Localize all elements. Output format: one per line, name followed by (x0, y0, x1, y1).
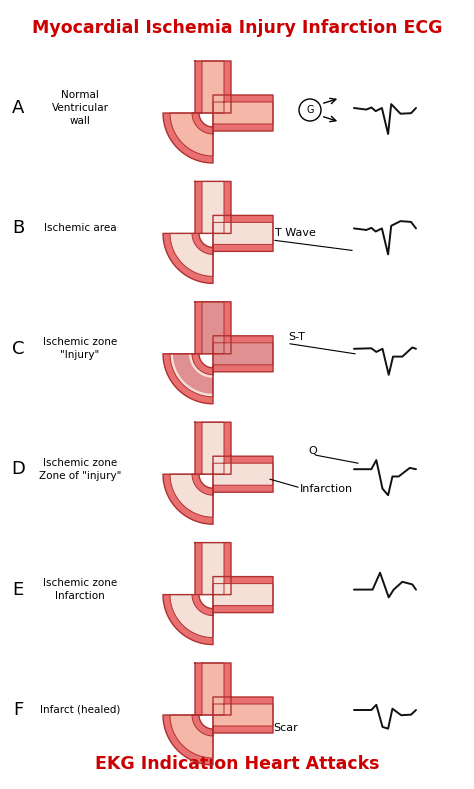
Text: B: B (12, 219, 24, 237)
Polygon shape (170, 302, 273, 397)
Text: Infarction: Infarction (300, 484, 353, 494)
Polygon shape (163, 543, 273, 645)
Text: Scar: Scar (273, 723, 298, 733)
Polygon shape (163, 302, 273, 404)
Text: D: D (11, 460, 25, 478)
Text: Q: Q (309, 447, 318, 456)
Polygon shape (170, 543, 273, 638)
Polygon shape (163, 181, 273, 283)
Text: Normal
Ventricular
wall: Normal Ventricular wall (52, 90, 109, 125)
Text: Ischemic zone
Infarction: Ischemic zone Infarction (43, 578, 117, 601)
Text: Ischemic zone
"Injury": Ischemic zone "Injury" (43, 338, 117, 361)
Text: C: C (12, 340, 24, 357)
Polygon shape (170, 302, 273, 397)
Polygon shape (170, 663, 273, 758)
Polygon shape (173, 302, 273, 394)
Text: Ischemic area: Ischemic area (44, 223, 116, 234)
Polygon shape (170, 422, 273, 518)
Text: T Wave: T Wave (275, 228, 316, 238)
Polygon shape (170, 181, 273, 276)
Polygon shape (170, 422, 273, 518)
Text: F: F (13, 701, 23, 719)
Text: Ischemic zone
Zone of "injury": Ischemic zone Zone of "injury" (39, 458, 121, 481)
Text: Infarct (healed): Infarct (healed) (40, 705, 120, 715)
Polygon shape (163, 61, 273, 163)
Polygon shape (163, 422, 273, 524)
Text: E: E (12, 581, 24, 599)
Text: EKG Indication Heart Attacks: EKG Indication Heart Attacks (95, 755, 379, 773)
Text: G: G (306, 105, 314, 115)
Polygon shape (170, 663, 273, 758)
Text: S-T: S-T (288, 332, 305, 342)
Polygon shape (170, 61, 273, 156)
Polygon shape (170, 543, 273, 638)
Polygon shape (170, 181, 273, 276)
Text: Myocardial Ischemia Injury Infarction ECG: Myocardial Ischemia Injury Infarction EC… (32, 19, 442, 37)
Polygon shape (163, 663, 273, 765)
Text: A: A (12, 99, 24, 117)
